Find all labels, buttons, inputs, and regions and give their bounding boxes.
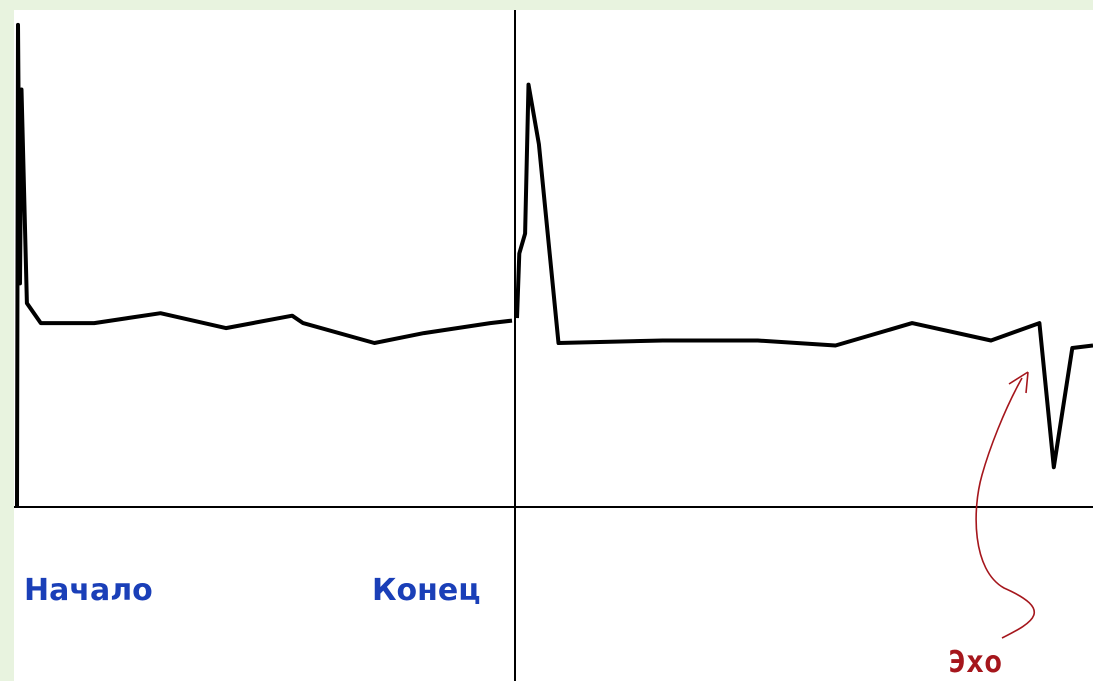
chart-svg: Начало Конец Эхо <box>14 10 1093 681</box>
chart-start-panel <box>15 22 513 508</box>
chart-echo-panel <box>515 82 1093 470</box>
echo-annotation-arrow <box>975 377 1036 639</box>
series-line-0-0 <box>15 22 513 508</box>
chart-frame: Начало Конец Эхо <box>14 10 1093 681</box>
echo-annotation-label: Эхо <box>948 645 1002 680</box>
tick-label-start: Начало <box>24 573 153 608</box>
series-line-1-0 <box>515 82 1093 470</box>
echo-annotation-arrowhead <box>1008 371 1029 394</box>
tick-label-end: Конец <box>372 573 480 608</box>
